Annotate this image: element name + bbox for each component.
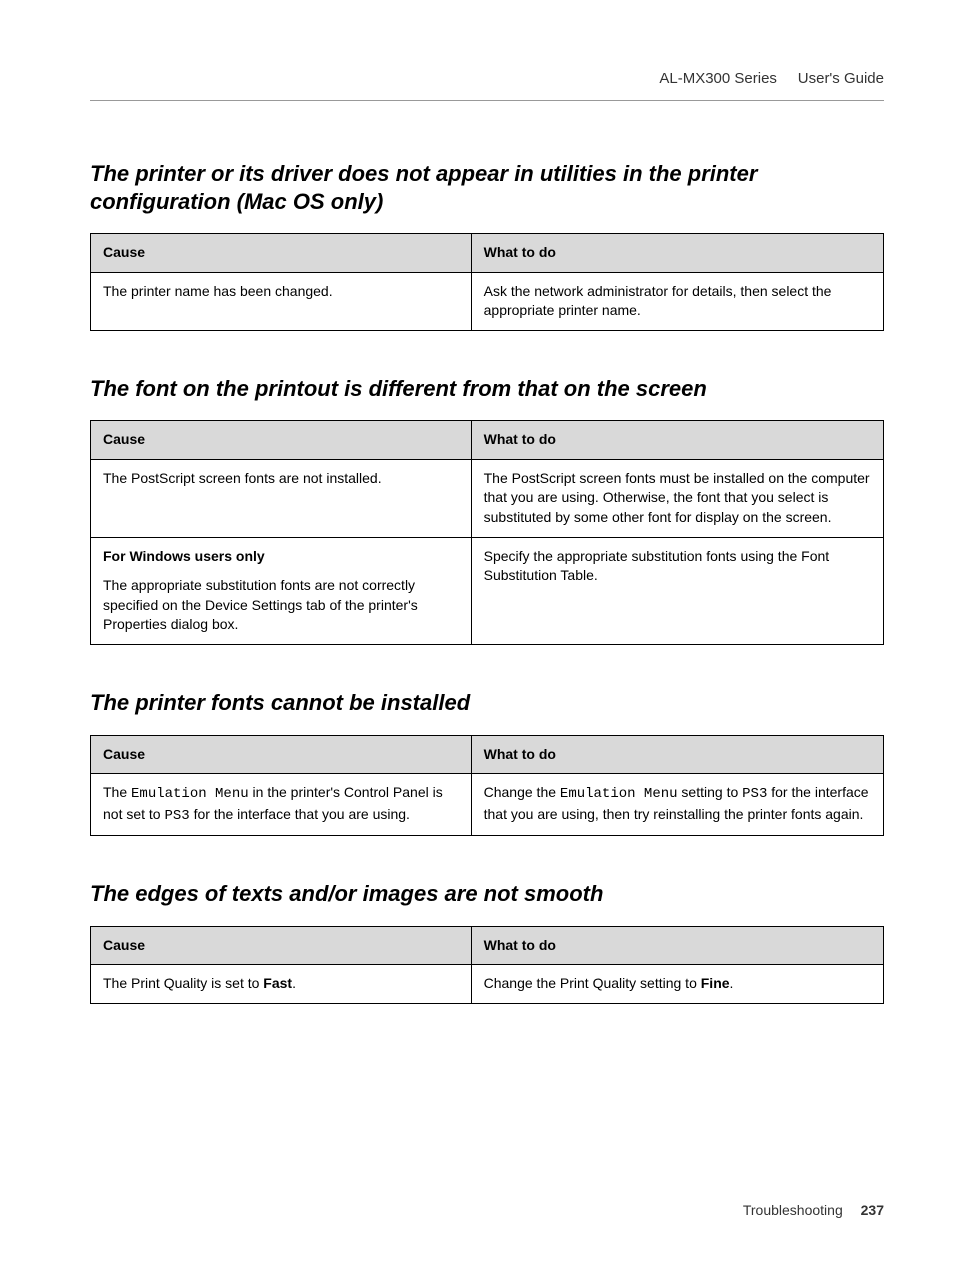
header-what: What to do <box>471 421 883 460</box>
section-title: The printer or its driver does not appea… <box>90 160 884 215</box>
cell-cause: For Windows users only The appropriate su… <box>91 537 472 644</box>
section-title: The font on the printout is different fr… <box>90 375 884 403</box>
text-part: PS3 <box>742 786 767 802</box>
text-part: Emulation Menu <box>560 786 678 802</box>
cell-cause: The Print Quality is set to Fast. <box>91 965 472 1004</box>
header-cause: Cause <box>91 234 472 273</box>
page-number: 237 <box>861 1202 884 1218</box>
text-part: The printer name has been changed. <box>103 283 333 299</box>
text-part: Emulation Menu <box>131 786 249 802</box>
text-part: . <box>730 975 734 991</box>
troubleshoot-table: CauseWhat to doThe printer name has been… <box>90 233 884 331</box>
table-row: The Emulation Menu in the printer's Cont… <box>91 774 884 836</box>
cell-what: Change the Print Quality setting to Fine… <box>471 965 883 1004</box>
troubleshoot-table: CauseWhat to doThe Emulation Menu in the… <box>90 735 884 837</box>
section-title: The edges of texts and/or images are not… <box>90 880 884 908</box>
header-what: What to do <box>471 735 883 774</box>
footer-section: Troubleshooting <box>743 1202 843 1218</box>
troubleshoot-table: CauseWhat to doThe Print Quality is set … <box>90 926 884 1004</box>
troubleshoot-table: CauseWhat to do The PostScript screen fon… <box>90 420 884 645</box>
cell-cause: The PostScript screen fonts are not inst… <box>91 459 472 537</box>
text-part: The appropriate substitution fonts are n… <box>103 576 459 635</box>
text-part: For Windows users only <box>103 547 459 567</box>
section-title: The printer fonts cannot be installed <box>90 689 884 717</box>
cell-what: Change the Emulation Menu setting to PS3… <box>471 774 883 836</box>
header-cause: Cause <box>91 926 472 965</box>
footer: Troubleshooting 237 <box>743 1202 884 1218</box>
table-row: The Print Quality is set to Fast.Change … <box>91 965 884 1004</box>
text-part: PS3 <box>164 808 189 824</box>
header-text: AL-MX300 Series User's Guide <box>659 70 884 87</box>
text-part: Change the <box>484 784 560 800</box>
header-cause: Cause <box>91 735 472 774</box>
main-content: The printer or its driver does not appea… <box>90 160 884 1004</box>
header-what: What to do <box>471 234 883 273</box>
text-part: for the interface that you are using. <box>190 806 410 822</box>
header-cause: Cause <box>91 421 472 460</box>
text-part: Fast <box>263 975 292 991</box>
cell-what: The PostScript screen fonts must be inst… <box>471 459 883 537</box>
text-part: Fine <box>701 975 730 991</box>
text-part: Change the Print Quality setting to <box>484 975 701 991</box>
text-part: The Print Quality is set to <box>103 975 263 991</box>
text-part: . <box>292 975 296 991</box>
text-part: setting to <box>678 784 743 800</box>
guide-name: User's Guide <box>798 70 884 87</box>
header-divider <box>90 100 884 101</box>
text-part: Ask the network administrator for detail… <box>484 283 832 319</box>
text-part: The PostScript screen fonts are not inst… <box>103 470 382 486</box>
cell-what: Ask the network administrator for detail… <box>471 272 883 330</box>
header-what: What to do <box>471 926 883 965</box>
text-part: The PostScript screen fonts must be inst… <box>484 470 870 525</box>
cell-cause: The Emulation Menu in the printer's Cont… <box>91 774 472 836</box>
text-part: Specify the appropriate substitution fon… <box>484 548 830 584</box>
cell-cause: The printer name has been changed. <box>91 272 472 330</box>
table-row: For Windows users only The appropriate su… <box>91 537 884 644</box>
text-part: The <box>103 784 131 800</box>
table-row: The printer name has been changed. Ask th… <box>91 272 884 330</box>
cell-what: Specify the appropriate substitution fon… <box>471 537 883 644</box>
table-row: The PostScript screen fonts are not inst… <box>91 459 884 537</box>
product-name: AL-MX300 Series <box>659 70 777 87</box>
